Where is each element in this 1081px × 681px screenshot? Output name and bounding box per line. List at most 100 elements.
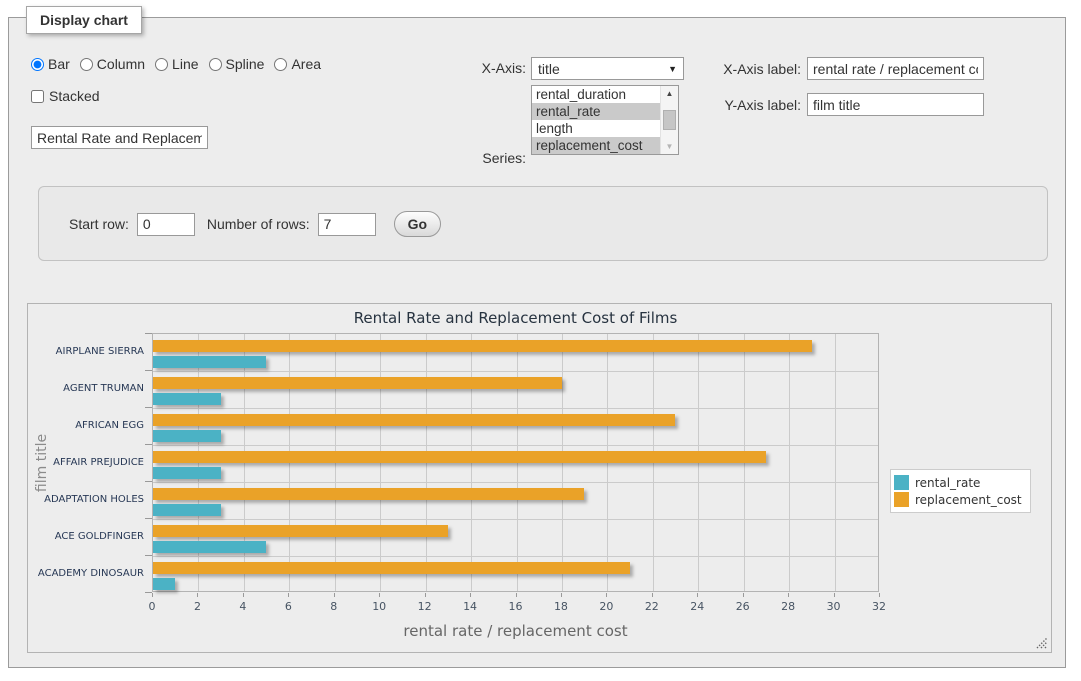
x-tick-label: 14 (455, 600, 485, 613)
stacked-checkbox[interactable] (31, 90, 44, 103)
x-tick-label: 20 (591, 600, 621, 613)
gridline-vertical (517, 334, 518, 591)
stacked-label: Stacked (49, 88, 100, 104)
x-tick-label: 4 (228, 600, 258, 613)
x-tick-label: 12 (410, 600, 440, 613)
chart-type-radio-label: Column (97, 56, 145, 72)
bar-rental_rate (153, 467, 221, 479)
row-controls: Start row: Number of rows: Go (69, 211, 441, 237)
chart-type-radio-input-bar[interactable] (31, 58, 44, 71)
gridline-horizontal (153, 519, 878, 520)
chart-type-radio-input-spline[interactable] (209, 58, 222, 71)
gridline-vertical (744, 334, 745, 591)
resize-handle-icon[interactable] (1035, 636, 1048, 649)
bar-rental_rate (153, 393, 221, 405)
legend-item-rental_rate: rental_rate (894, 475, 1022, 490)
bar-replacement_cost (153, 451, 766, 463)
x-axis-label-input[interactable] (807, 57, 984, 80)
x-tick (152, 593, 153, 597)
chart-plot-area (152, 333, 879, 592)
chart-type-radio-area[interactable]: Area (274, 56, 321, 72)
chart-legend: rental_rate replacement_cost (890, 469, 1031, 513)
x-tick-label: 28 (773, 600, 803, 613)
chart-type-radio-bar[interactable]: Bar (31, 56, 70, 72)
stacked-option[interactable]: Stacked (31, 88, 100, 104)
series-option-rental_duration[interactable]: rental_duration (532, 86, 660, 103)
y-tick (145, 592, 152, 593)
x-tick-label: 6 (273, 600, 303, 613)
chart-type-radio-line[interactable]: Line (155, 56, 198, 72)
start-row-label: Start row: (69, 216, 129, 232)
gridline-vertical (426, 334, 427, 591)
x-tick (743, 593, 744, 597)
bar-rental_rate (153, 356, 266, 368)
x-tick-label: 10 (364, 600, 394, 613)
page: Display chart Bar Column Line Spline Area St… (0, 0, 1081, 681)
gridline-horizontal (153, 445, 878, 446)
x-tick (834, 593, 835, 597)
category-label: AFRICAN EGG (32, 407, 144, 444)
y-tick (145, 333, 152, 334)
chart-type-radio-input-column[interactable] (80, 58, 93, 71)
category-label: AIRPLANE SIERRA (32, 333, 144, 370)
scroll-up-icon[interactable]: ▲ (661, 86, 678, 101)
series-scrollbar[interactable]: ▲ ▼ (660, 86, 678, 154)
gridline-vertical (335, 334, 336, 591)
go-button[interactable]: Go (394, 211, 441, 237)
legend-swatch-icon (894, 475, 909, 490)
x-tick-label: 18 (546, 600, 576, 613)
bar-replacement_cost (153, 488, 584, 500)
chart-type-radio-label: Spline (226, 56, 265, 72)
gridline-horizontal (153, 371, 878, 372)
y-axis-label-input[interactable] (807, 93, 984, 116)
gridline-vertical (380, 334, 381, 591)
y-tick (145, 407, 152, 408)
gridline-vertical (653, 334, 654, 591)
chart-type-radio-input-area[interactable] (274, 58, 287, 71)
start-row-input[interactable] (137, 213, 195, 236)
category-label: ACE GOLDFINGER (32, 518, 144, 555)
dropdown-arrow-icon: ▼ (668, 64, 677, 74)
gridline-vertical (471, 334, 472, 591)
num-rows-input[interactable] (318, 213, 376, 236)
series-option-length[interactable]: length (532, 120, 660, 137)
y-tick (145, 444, 152, 445)
y-tick (145, 518, 152, 519)
bar-replacement_cost (153, 525, 448, 537)
bar-rental_rate (153, 504, 221, 516)
chart-type-radio-label: Line (172, 56, 198, 72)
chart-x-axis-title: rental rate / replacement cost (152, 622, 879, 640)
x-tick (516, 593, 517, 597)
x-tick (561, 593, 562, 597)
y-tick (145, 481, 152, 482)
series-list-label: Series: (446, 150, 526, 166)
category-label: AGENT TRUMAN (32, 370, 144, 407)
category-label: ACADEMY DINOSAUR (32, 555, 144, 592)
x-tick (288, 593, 289, 597)
bar-replacement_cost (153, 562, 630, 574)
chart-type-radio-input-line[interactable] (155, 58, 168, 71)
series-option-replacement_cost[interactable]: replacement_cost (532, 137, 660, 154)
series-option-rental_rate[interactable]: rental_rate (532, 103, 660, 120)
chart-type-radio-spline[interactable]: Spline (209, 56, 265, 72)
x-tick (379, 593, 380, 597)
gridline-horizontal (153, 556, 878, 557)
scroll-down-icon[interactable]: ▼ (661, 139, 678, 154)
x-tick-label: 2 (182, 600, 212, 613)
x-tick-label: 0 (137, 600, 167, 613)
gridline-vertical (289, 334, 290, 591)
x-axis-label-row: X-Axis label: (698, 57, 984, 80)
legend-item-replacement_cost: replacement_cost (894, 492, 1022, 507)
num-rows-label: Number of rows: (207, 216, 310, 232)
chart-type-radio-label: Bar (48, 56, 70, 72)
x-tick (788, 593, 789, 597)
panel-legend: Display chart (26, 6, 142, 34)
x-axis-select[interactable]: title ▼ (531, 57, 684, 80)
scrollbar-track[interactable] (661, 101, 678, 139)
gridline-vertical (698, 334, 699, 591)
chart-title-input[interactable] (31, 126, 208, 149)
x-axis-label-caption: X-Axis label: (698, 61, 801, 77)
scrollbar-thumb[interactable] (663, 110, 676, 130)
legend-label: replacement_cost (915, 493, 1022, 507)
chart-type-radio-column[interactable]: Column (80, 56, 145, 72)
